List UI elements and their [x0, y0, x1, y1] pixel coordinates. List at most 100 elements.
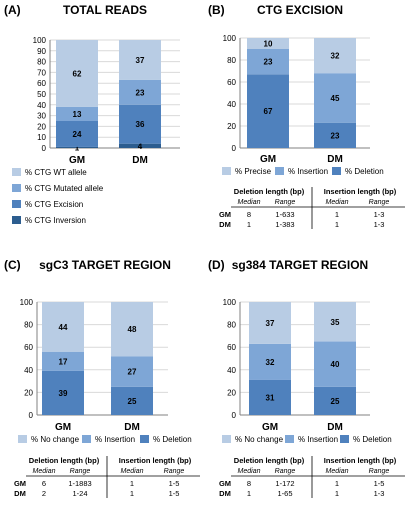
- legend-label: % Insertion: [288, 167, 328, 176]
- panel-label: (C): [4, 258, 21, 272]
- data-label: 25: [331, 397, 340, 406]
- y-tick-label: 100: [223, 298, 237, 307]
- table-cell: 1-3: [374, 210, 385, 219]
- panel-a: (A) TOTAL READS01020304050607080901001241…: [4, 3, 180, 225]
- table-cell: 8: [247, 210, 251, 219]
- panel-b: (B) CTG EXCISION 0 20 40 60 80 100 67 23 10 GM 23 45 3…: [208, 3, 405, 229]
- data-label: 17: [59, 357, 68, 366]
- table-sub-header: Range: [70, 468, 91, 475]
- y-tick-label: 80: [37, 58, 46, 67]
- legend: % CTG WT allele % CTG Mutated allele % CTG…: [12, 168, 104, 225]
- data-label: 25: [128, 397, 137, 406]
- bar-segment: [56, 106, 98, 121]
- y-tick-label: 40: [227, 100, 236, 109]
- table-row-label: DM: [219, 220, 231, 229]
- table-cell: 1-3: [374, 489, 385, 498]
- data-label: 44: [59, 323, 68, 332]
- table-row-label: DM: [219, 489, 231, 498]
- panel-title: sg384 TARGET REGION: [232, 258, 368, 272]
- table-cell: 1: [130, 489, 134, 498]
- data-label: 39: [59, 389, 68, 398]
- y-tick-label: 60: [227, 343, 236, 352]
- bar-segment: [247, 38, 289, 49]
- legend-swatch: [140, 435, 149, 443]
- panel-title: TOTAL READS: [63, 3, 147, 17]
- table-row-label: DM: [14, 489, 26, 498]
- bar-segment: [314, 38, 356, 74]
- panel-d: (D) sg384 TARGET REGION 0 20 40 60 80 100 31 32 37…: [208, 258, 405, 498]
- legend-swatch: [12, 216, 21, 224]
- y-tick-label: 10: [37, 133, 46, 142]
- table-cell: 1: [335, 210, 339, 219]
- y-tick-label: 100: [223, 34, 237, 43]
- legend-swatch: [12, 184, 21, 192]
- x-tick-label: DM: [132, 155, 148, 166]
- data-label: 37: [266, 319, 275, 328]
- bar-segment: [314, 73, 356, 123]
- table-sub-header: Median: [326, 199, 349, 206]
- legend-swatch: [340, 435, 349, 443]
- data-label: 37: [136, 56, 145, 65]
- x-tick-label: DM: [124, 422, 140, 433]
- bar-segment: [42, 351, 84, 371]
- table-group-header: Deletion length (bp): [29, 456, 100, 465]
- data-label: 35: [331, 318, 340, 327]
- data-label: 4: [138, 142, 143, 151]
- table-cell: 2: [42, 489, 46, 498]
- legend-label: % Deletion: [153, 435, 192, 444]
- legend-label: % Precise: [235, 167, 272, 176]
- legend-label: % CTG Inversion: [25, 216, 86, 225]
- bar-segment: [42, 302, 84, 352]
- x-tick-label: DM: [327, 154, 343, 165]
- table-cell: 1-65: [277, 489, 292, 498]
- table-cell: 1: [247, 489, 251, 498]
- bar-segment: [42, 370, 84, 415]
- table-sub-header: Median: [33, 468, 56, 475]
- bar-segment: [119, 79, 161, 105]
- data-label: 1: [75, 143, 80, 152]
- length-table: Deletion length (bp) Insertion length (bp…: [219, 456, 405, 498]
- panel-title: sgC3 TARGET REGION: [39, 258, 171, 272]
- bar-segment: [314, 122, 356, 148]
- data-label: 67: [264, 107, 273, 116]
- table-cell: 1: [335, 479, 339, 488]
- table-cell: 1-24: [72, 489, 87, 498]
- legend-label: % No change: [31, 435, 80, 444]
- table-cell: 1: [335, 489, 339, 498]
- y-tick-label: 30: [37, 112, 46, 121]
- legend-swatch: [222, 167, 231, 175]
- table-cell: 1-5: [169, 479, 180, 488]
- y-tick-label: 40: [227, 366, 236, 375]
- legend-label: % CTG Excision: [25, 200, 83, 209]
- table-group-header: Deletion length (bp): [234, 456, 305, 465]
- table-group-header: Insertion length (bp): [119, 456, 192, 465]
- legend-swatch: [275, 167, 284, 175]
- bar-segment: [314, 341, 356, 387]
- table-row-label: GM: [219, 210, 231, 219]
- table-sub-header: Range: [164, 468, 185, 475]
- panel-c: (C) sgC3 TARGET REGION 0 20 40 60 80 100 39 17 44 G…: [4, 258, 200, 498]
- y-tick-label: 60: [37, 79, 46, 88]
- legend: % Precise % Insertion % Deletion: [222, 167, 384, 176]
- y-tick-label: 20: [227, 122, 236, 131]
- data-label: 23: [264, 58, 273, 67]
- data-label: 48: [128, 325, 137, 334]
- legend-swatch: [222, 435, 231, 443]
- table-row-label: GM: [14, 479, 26, 488]
- y-tick-label: 0: [232, 411, 237, 420]
- panel-label: (B): [208, 3, 225, 17]
- y-tick-label: 60: [24, 343, 33, 352]
- bar-segment: [247, 49, 289, 75]
- data-label: 31: [266, 393, 275, 402]
- y-tick-label: 0: [232, 144, 237, 153]
- data-label: 27: [128, 367, 137, 376]
- legend-label: % CTG WT allele: [25, 168, 87, 177]
- table-sub-header: Range: [275, 199, 296, 206]
- y-tick-label: 70: [37, 68, 46, 77]
- table-group-header: Insertion length (bp): [324, 187, 397, 196]
- table-cell: 1: [335, 220, 339, 229]
- legend-label: % Deletion: [353, 435, 392, 444]
- bar-segment: [119, 104, 161, 144]
- bar-segment: [56, 121, 98, 147]
- y-tick-label: 80: [227, 56, 236, 65]
